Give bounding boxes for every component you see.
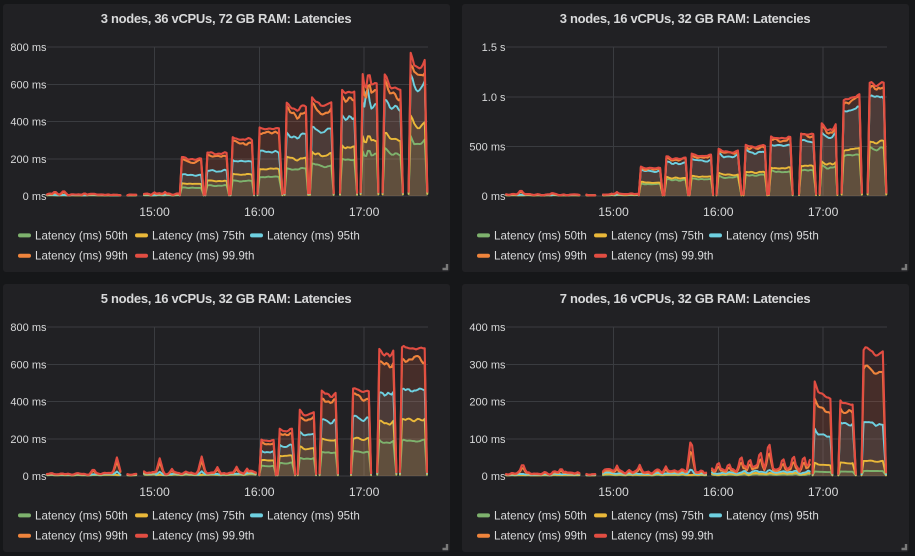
svg-text:Latency (ms) 75th: Latency (ms) 75th: [152, 509, 245, 522]
svg-text:17:00: 17:00: [349, 205, 380, 219]
svg-text:0 ms: 0 ms: [482, 471, 506, 483]
svg-text:Latency (ms) 95th: Latency (ms) 95th: [726, 509, 819, 522]
svg-text:500 ms: 500 ms: [469, 141, 506, 153]
svg-text:0 ms: 0 ms: [23, 191, 47, 203]
svg-text:Latency (ms) 99.9th: Latency (ms) 99.9th: [611, 530, 713, 543]
svg-text:0 ms: 0 ms: [23, 471, 47, 483]
svg-text:300 ms: 300 ms: [469, 359, 506, 371]
svg-text:7 nodes, 16 vCPUs, 32 GB RAM:: 7 nodes, 16 vCPUs, 32 GB RAM: Latencies: [560, 291, 811, 306]
svg-text:16:00: 16:00: [244, 485, 275, 499]
svg-text:Latency (ms) 50th: Latency (ms) 50th: [494, 229, 587, 242]
svg-text:17:00: 17:00: [808, 205, 839, 219]
svg-text:Latency (ms) 75th: Latency (ms) 75th: [152, 229, 245, 242]
svg-text:17:00: 17:00: [808, 485, 839, 499]
svg-text:Latency (ms) 75th: Latency (ms) 75th: [611, 229, 704, 242]
svg-text:100 ms: 100 ms: [469, 434, 506, 446]
svg-text:Latency (ms) 99th: Latency (ms) 99th: [35, 250, 128, 263]
svg-text:200 ms: 200 ms: [469, 397, 506, 409]
svg-text:15:00: 15:00: [139, 205, 170, 219]
svg-text:3 nodes, 36 vCPUs, 72 GB RAM:: 3 nodes, 36 vCPUs, 72 GB RAM: Latencies: [101, 11, 352, 26]
svg-text:0 ms: 0 ms: [482, 191, 506, 203]
svg-text:1.5 s: 1.5 s: [482, 42, 506, 54]
svg-text:Latency (ms) 95th: Latency (ms) 95th: [267, 509, 360, 522]
svg-text:Latency (ms) 95th: Latency (ms) 95th: [267, 229, 360, 242]
svg-text:15:00: 15:00: [598, 205, 629, 219]
svg-text:Latency (ms) 50th: Latency (ms) 50th: [35, 229, 128, 242]
svg-text:400 ms: 400 ms: [10, 397, 47, 409]
svg-text:16:00: 16:00: [703, 485, 734, 499]
svg-text:5 nodes, 16 vCPUs, 32 GB RAM:: 5 nodes, 16 vCPUs, 32 GB RAM: Latencies: [101, 291, 352, 306]
svg-text:Latency (ms) 99.9th: Latency (ms) 99.9th: [152, 530, 254, 543]
svg-text:15:00: 15:00: [598, 485, 629, 499]
svg-text:17:00: 17:00: [349, 485, 380, 499]
svg-text:Latency (ms) 99th: Latency (ms) 99th: [35, 530, 128, 543]
svg-text:800 ms: 800 ms: [10, 322, 47, 334]
svg-text:800 ms: 800 ms: [10, 42, 47, 54]
svg-text:15:00: 15:00: [139, 485, 170, 499]
svg-text:1.0 s: 1.0 s: [482, 92, 506, 104]
svg-text:Latency (ms) 50th: Latency (ms) 50th: [35, 509, 128, 522]
svg-text:200 ms: 200 ms: [10, 434, 47, 446]
svg-text:600 ms: 600 ms: [10, 79, 47, 91]
svg-text:200 ms: 200 ms: [10, 154, 47, 166]
svg-text:Latency (ms) 99th: Latency (ms) 99th: [494, 250, 587, 263]
svg-text:Latency (ms) 50th: Latency (ms) 50th: [494, 509, 587, 522]
svg-text:400 ms: 400 ms: [469, 322, 506, 334]
svg-text:Latency (ms) 99th: Latency (ms) 99th: [494, 530, 587, 543]
svg-text:16:00: 16:00: [244, 205, 275, 219]
svg-text:600 ms: 600 ms: [10, 359, 47, 371]
svg-text:Latency (ms) 95th: Latency (ms) 95th: [726, 229, 819, 242]
svg-text:Latency (ms) 99.9th: Latency (ms) 99.9th: [611, 250, 713, 263]
svg-text:16:00: 16:00: [703, 205, 734, 219]
svg-text:Latency (ms) 99.9th: Latency (ms) 99.9th: [152, 250, 254, 263]
svg-text:3 nodes, 16 vCPUs, 32 GB RAM:: 3 nodes, 16 vCPUs, 32 GB RAM: Latencies: [560, 11, 811, 26]
svg-text:400 ms: 400 ms: [10, 117, 47, 129]
svg-text:Latency (ms) 75th: Latency (ms) 75th: [611, 509, 704, 522]
